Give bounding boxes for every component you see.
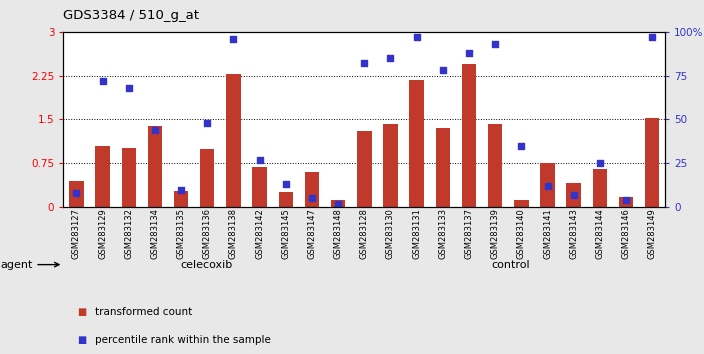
Bar bbox=[567, 183, 581, 207]
Bar bbox=[514, 200, 529, 207]
Point bbox=[254, 157, 265, 162]
Point bbox=[620, 197, 631, 203]
Text: percentile rank within the sample: percentile rank within the sample bbox=[95, 335, 271, 345]
Point bbox=[228, 36, 239, 42]
Point bbox=[358, 61, 370, 66]
Text: transformed count: transformed count bbox=[95, 307, 192, 316]
Text: GDS3384 / 510_g_at: GDS3384 / 510_g_at bbox=[63, 9, 199, 22]
Bar bbox=[96, 146, 110, 207]
Point bbox=[385, 55, 396, 61]
Point bbox=[201, 120, 213, 126]
Bar bbox=[540, 163, 555, 207]
Bar bbox=[148, 126, 162, 207]
Point bbox=[646, 34, 658, 40]
Point bbox=[97, 78, 108, 84]
Point bbox=[542, 183, 553, 189]
Bar bbox=[174, 191, 189, 207]
Bar bbox=[200, 149, 215, 207]
Bar bbox=[436, 128, 450, 207]
Bar bbox=[331, 200, 346, 207]
Point bbox=[568, 192, 579, 198]
Text: agent: agent bbox=[0, 259, 59, 270]
Bar bbox=[645, 118, 660, 207]
Bar bbox=[279, 193, 293, 207]
Bar bbox=[593, 169, 607, 207]
Bar bbox=[69, 181, 84, 207]
Point bbox=[280, 182, 291, 187]
Bar bbox=[462, 64, 476, 207]
Point bbox=[411, 34, 422, 40]
Bar bbox=[619, 196, 633, 207]
Bar bbox=[253, 167, 267, 207]
Point bbox=[332, 201, 344, 206]
Point bbox=[489, 41, 501, 47]
Text: ■: ■ bbox=[77, 335, 87, 345]
Point bbox=[123, 85, 134, 91]
Bar bbox=[305, 172, 319, 207]
Point bbox=[149, 127, 161, 133]
Text: control: control bbox=[491, 259, 529, 270]
Bar bbox=[226, 74, 241, 207]
Point bbox=[594, 160, 605, 166]
Bar bbox=[357, 131, 372, 207]
Point bbox=[71, 190, 82, 196]
Bar bbox=[488, 124, 503, 207]
Text: ■: ■ bbox=[77, 307, 87, 316]
Point bbox=[463, 50, 474, 56]
Bar bbox=[383, 124, 398, 207]
Point bbox=[175, 187, 187, 193]
Point bbox=[306, 195, 318, 201]
Bar bbox=[122, 148, 136, 207]
Point bbox=[516, 143, 527, 149]
Text: celecoxib: celecoxib bbox=[180, 259, 232, 270]
Bar bbox=[410, 80, 424, 207]
Point bbox=[437, 68, 448, 73]
